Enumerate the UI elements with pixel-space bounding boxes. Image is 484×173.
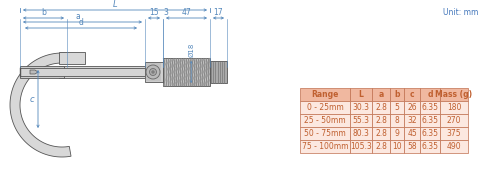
Bar [404, 140, 420, 153]
Text: 30.3: 30.3 [352, 103, 369, 112]
Bar [300, 140, 350, 153]
Bar [404, 88, 420, 101]
Text: 105.3: 105.3 [350, 142, 372, 151]
Text: a: a [75, 12, 80, 21]
Bar [440, 101, 468, 114]
Polygon shape [30, 70, 38, 74]
Bar [300, 88, 350, 101]
Bar [300, 101, 350, 114]
Bar [350, 114, 372, 127]
Text: L: L [359, 90, 363, 99]
Text: 3: 3 [164, 8, 168, 17]
Text: 15: 15 [149, 8, 159, 17]
Bar [420, 127, 440, 140]
Text: 26: 26 [407, 103, 417, 112]
Bar [440, 140, 468, 153]
Text: L: L [113, 0, 117, 9]
Text: Mass (g): Mass (g) [436, 90, 472, 99]
Bar [163, 58, 210, 86]
Bar [210, 61, 227, 83]
Text: 0 - 25mm: 0 - 25mm [307, 103, 343, 112]
Bar [440, 127, 468, 140]
Bar [350, 127, 372, 140]
Text: 490: 490 [447, 142, 461, 151]
Text: 6.35: 6.35 [422, 129, 439, 138]
Bar [404, 101, 420, 114]
Bar [390, 114, 404, 127]
Bar [59, 52, 85, 64]
Text: 8: 8 [394, 116, 399, 125]
Polygon shape [10, 53, 71, 157]
Text: 375: 375 [447, 129, 461, 138]
Text: 6.35: 6.35 [422, 142, 439, 151]
Text: 270: 270 [447, 116, 461, 125]
Text: Ø18: Ø18 [188, 43, 194, 57]
Text: 6.35: 6.35 [422, 103, 439, 112]
Text: 32: 32 [407, 116, 417, 125]
Text: Unit: mm: Unit: mm [443, 8, 478, 17]
Text: 2.8: 2.8 [375, 103, 387, 112]
Text: 47: 47 [182, 8, 191, 17]
Text: 2.8: 2.8 [375, 142, 387, 151]
Text: 80.3: 80.3 [352, 129, 369, 138]
Bar [390, 127, 404, 140]
Text: 10: 10 [392, 142, 402, 151]
Text: d: d [78, 18, 83, 27]
Bar [404, 114, 420, 127]
Text: c: c [30, 94, 34, 103]
Bar [350, 101, 372, 114]
Text: b: b [41, 8, 46, 17]
Circle shape [146, 65, 160, 79]
Text: 25 - 50mm: 25 - 50mm [304, 116, 346, 125]
Bar [372, 140, 390, 153]
Bar [20, 66, 64, 78]
Bar [420, 114, 440, 127]
Bar [420, 140, 440, 153]
Text: 2.8: 2.8 [375, 116, 387, 125]
Text: Range: Range [311, 90, 339, 99]
Bar [350, 88, 372, 101]
Bar [350, 140, 372, 153]
Bar [440, 114, 468, 127]
Text: 75 - 100mm: 75 - 100mm [302, 142, 348, 151]
Text: b: b [394, 90, 400, 99]
Text: 180: 180 [447, 103, 461, 112]
Bar [372, 88, 390, 101]
Text: 50 - 75mm: 50 - 75mm [304, 129, 346, 138]
Bar [390, 101, 404, 114]
Bar [420, 88, 440, 101]
Text: 45: 45 [407, 129, 417, 138]
Bar [440, 88, 468, 101]
Bar [404, 127, 420, 140]
Bar [420, 101, 440, 114]
Bar [372, 127, 390, 140]
Text: 17: 17 [214, 8, 223, 17]
Text: 9: 9 [394, 129, 399, 138]
Text: d: d [427, 90, 433, 99]
Bar [20, 68, 145, 76]
Bar [300, 127, 350, 140]
Text: 55.3: 55.3 [352, 116, 369, 125]
Bar [372, 114, 390, 127]
Text: 58: 58 [407, 142, 417, 151]
Bar [145, 62, 163, 82]
Text: a: a [378, 90, 384, 99]
Text: 5: 5 [394, 103, 399, 112]
Bar [59, 66, 145, 78]
Text: 6.35: 6.35 [422, 116, 439, 125]
Bar [390, 140, 404, 153]
Bar [372, 101, 390, 114]
Text: 2.8: 2.8 [375, 129, 387, 138]
Circle shape [150, 69, 156, 75]
Bar [390, 88, 404, 101]
Text: c: c [409, 90, 414, 99]
Circle shape [152, 71, 154, 73]
Bar [300, 114, 350, 127]
